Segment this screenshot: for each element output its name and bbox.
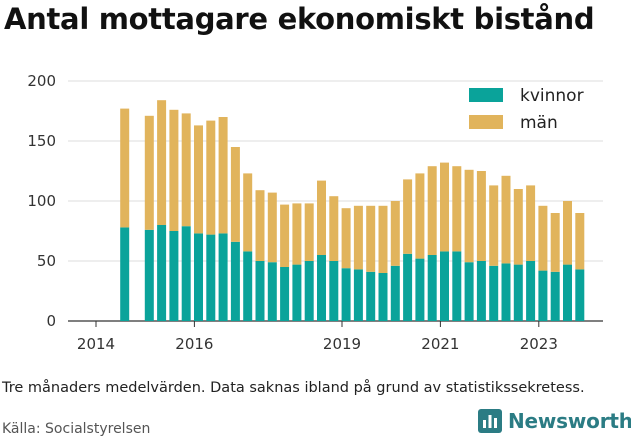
x-tick-label: 2023 [520, 335, 558, 353]
bar-segment-kvinnor [550, 271, 560, 321]
x-tick-label: 2021 [421, 335, 459, 353]
bar-segment-man [194, 125, 203, 234]
legend-label: män [520, 113, 558, 133]
bar-segment-kvinnor [501, 263, 511, 321]
bar-segment-kvinnor [230, 241, 240, 321]
bar-segment-man [575, 213, 585, 270]
x-tick-label: 2019 [323, 335, 361, 353]
bar-segment-man [317, 180, 326, 255]
x-tick-label: 2016 [175, 335, 213, 353]
bar-segment-man [513, 189, 523, 265]
x-tick-label: 2014 [77, 335, 115, 353]
bar-segment-man [415, 173, 425, 259]
bar-segment-kvinnor [280, 267, 290, 321]
bar-segment-kvinnor [243, 251, 253, 321]
y-axis-tick-labels: 0 50 100 150 200 [27, 72, 56, 330]
bar-segment-man [206, 120, 216, 235]
bar-segment-man [169, 109, 179, 231]
brand-logo[interactable]: Newsworthy [478, 409, 631, 433]
bar-segment-man [255, 190, 265, 261]
legend-swatch [469, 88, 503, 102]
y-tick-label: 50 [37, 252, 56, 270]
bar-segment-kvinnor [144, 229, 154, 321]
bar-segment-man [353, 205, 363, 270]
bar-segment-kvinnor [427, 255, 437, 321]
bar-segment-kvinnor [341, 268, 351, 321]
bar-segment-kvinnor [452, 251, 462, 321]
brand-name: Newsworthy [508, 409, 631, 433]
bar-segment-man [427, 166, 437, 255]
bar-segment-kvinnor [526, 261, 536, 321]
bar-segment-kvinnor [255, 261, 265, 321]
bar-segment-man [378, 205, 388, 273]
bar-segment-man [120, 108, 130, 228]
bar-segment-man [538, 205, 548, 271]
bar-segment-kvinnor [415, 258, 425, 321]
bar-segment-kvinnor [218, 233, 228, 321]
bar-segment-man [218, 117, 228, 234]
bars [120, 100, 585, 321]
bar-segment-kvinnor [292, 264, 302, 321]
bar-segment-man [292, 203, 302, 265]
bar-segment-kvinnor [157, 225, 167, 321]
bar-segment-man [243, 173, 253, 252]
bar-segment-kvinnor [390, 265, 400, 321]
stacked-bar-chart: 0 50 100 150 200 2014 2016 2019 2021 2023 kvinno… [27, 72, 603, 353]
bar-segment-kvinnor [317, 255, 326, 321]
bar-segment-kvinnor [403, 253, 413, 321]
bar-segment-man [341, 208, 351, 269]
bar-segment-man [267, 192, 277, 263]
bar-segment-kvinnor [378, 273, 388, 321]
bar-segment-man [403, 179, 413, 254]
bar-segment-man [157, 100, 167, 225]
bar-segment-man [464, 169, 474, 263]
bar-segment-kvinnor [476, 261, 486, 321]
bar-segment-kvinnor [267, 262, 277, 321]
bar-segment-man [452, 166, 462, 252]
bar-segment-kvinnor [440, 251, 449, 321]
bar-segment-kvinnor [169, 231, 179, 321]
bar-segment-kvinnor [304, 261, 314, 321]
y-tick-label: 150 [27, 132, 56, 150]
bar-segment-kvinnor [575, 269, 585, 321]
bar-segment-man [440, 162, 449, 252]
legend-label: kvinnor [520, 86, 584, 106]
source-text: Källa: Socialstyrelsen [2, 421, 151, 437]
bar-segment-man [181, 113, 191, 227]
bar-segment-man [476, 171, 486, 261]
y-tick-label: 0 [46, 312, 56, 330]
bar-segment-man [550, 213, 560, 272]
bar-segment-man [526, 185, 536, 261]
bar-segment-kvinnor [538, 270, 548, 321]
y-tick-label: 200 [27, 72, 56, 90]
legend-swatch [469, 115, 503, 129]
bar-chart-logo-icon [478, 409, 502, 433]
bar-segment-kvinnor [366, 271, 376, 321]
bar-segment-man [501, 175, 511, 264]
bar-segment-man [144, 115, 154, 230]
bar-segment-man [563, 201, 572, 265]
bar-segment-man [304, 203, 314, 261]
bar-segment-kvinnor [353, 269, 363, 321]
x-axis: 2014 2016 2019 2021 2023 [77, 321, 558, 353]
chart-title: Antal mottagare ekonomiskt bistånd [4, 2, 595, 36]
bar-segment-kvinnor [563, 264, 572, 321]
bar-segment-kvinnor [194, 233, 203, 321]
bar-segment-kvinnor [206, 234, 216, 321]
bar-segment-man [280, 204, 290, 267]
y-tick-label: 100 [27, 192, 56, 210]
bar-segment-man [390, 201, 400, 266]
legend: kvinnor män [469, 86, 584, 133]
bar-segment-kvinnor [513, 264, 523, 321]
bar-segment-kvinnor [464, 262, 474, 321]
bar-segment-man [366, 205, 376, 272]
bar-segment-man [329, 196, 339, 261]
bar-segment-kvinnor [120, 227, 130, 321]
bar-segment-kvinnor [329, 261, 339, 321]
chart-note: Tre månaders medelvärden. Data saknas ib… [2, 380, 585, 396]
bar-segment-man [489, 185, 499, 266]
bar-segment-kvinnor [489, 265, 499, 321]
bar-segment-man [230, 147, 240, 242]
bar-segment-kvinnor [181, 226, 191, 321]
